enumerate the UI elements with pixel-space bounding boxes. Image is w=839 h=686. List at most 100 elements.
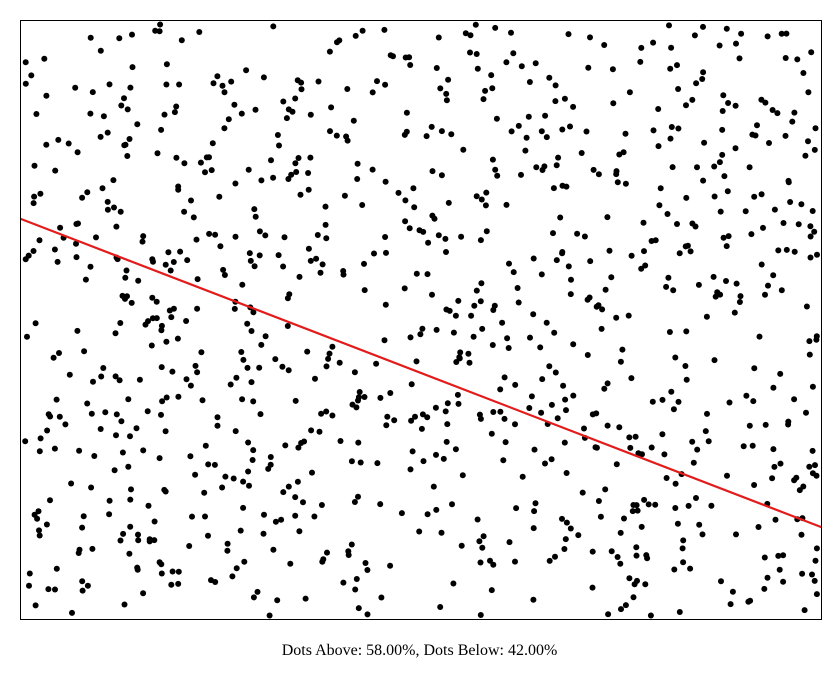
dot	[562, 536, 569, 543]
dot	[814, 251, 820, 258]
dot	[119, 449, 126, 456]
dot	[617, 529, 624, 536]
dot	[467, 32, 474, 39]
dot	[720, 92, 727, 99]
dot	[542, 460, 548, 467]
dot	[280, 489, 287, 496]
dot	[53, 565, 60, 572]
dot	[353, 576, 360, 582]
dot	[118, 418, 125, 425]
dot	[237, 527, 244, 534]
dot	[168, 581, 175, 588]
dot	[674, 520, 681, 527]
dot	[633, 502, 640, 509]
dot	[802, 152, 809, 159]
dot	[627, 444, 634, 451]
dot	[224, 547, 231, 554]
dot-plot-canvas[interactable]	[21, 21, 821, 619]
dot	[401, 131, 408, 138]
dot	[106, 497, 113, 504]
dot	[166, 307, 173, 314]
dot	[241, 558, 248, 565]
dot	[690, 459, 697, 466]
dot	[794, 56, 801, 63]
dot	[587, 258, 594, 265]
dot	[285, 176, 292, 182]
dot	[407, 466, 414, 473]
dot	[769, 107, 776, 113]
dot	[683, 328, 690, 335]
dot	[598, 325, 605, 332]
dot	[249, 457, 256, 463]
dot	[575, 532, 582, 539]
dot	[433, 506, 440, 513]
dot	[538, 271, 545, 278]
dot	[282, 442, 289, 449]
dot	[22, 80, 29, 87]
dot	[778, 30, 785, 37]
dot	[643, 552, 650, 559]
dot	[808, 49, 815, 56]
dot	[140, 447, 147, 454]
dot	[531, 446, 538, 453]
dot	[674, 62, 680, 69]
dot	[477, 298, 484, 305]
divider-line[interactable]	[21, 217, 821, 529]
dot	[134, 121, 141, 128]
dot	[127, 496, 134, 503]
dot	[609, 66, 616, 73]
dot	[590, 166, 597, 173]
dot	[468, 312, 475, 319]
dot	[252, 213, 259, 220]
dot	[292, 397, 299, 404]
dot	[261, 511, 267, 518]
result-text: Dots Above: 58.00%, Dots Below: 42.00%	[0, 641, 839, 661]
dot	[672, 480, 679, 487]
dot	[112, 373, 119, 380]
dot	[87, 110, 94, 117]
dot	[719, 108, 726, 114]
dot	[647, 612, 654, 619]
dot	[319, 261, 326, 268]
dot	[129, 64, 136, 71]
dot	[514, 285, 521, 291]
dot	[104, 198, 111, 205]
dot	[280, 98, 287, 105]
dot	[621, 515, 627, 522]
dot	[510, 269, 517, 276]
dot	[775, 247, 782, 254]
dot	[214, 422, 221, 429]
dot	[562, 396, 569, 403]
dot	[711, 193, 718, 200]
dot	[186, 543, 193, 549]
dot	[626, 434, 633, 441]
dot	[161, 486, 168, 493]
dot	[515, 122, 522, 129]
dot	[354, 176, 361, 182]
dot	[506, 260, 512, 267]
dot	[276, 142, 282, 149]
dot	[443, 306, 450, 313]
dot	[45, 586, 52, 593]
dot	[369, 166, 376, 173]
dot	[35, 508, 42, 515]
dot	[807, 223, 814, 230]
dot	[619, 346, 626, 353]
dot	[153, 298, 160, 305]
dot	[480, 96, 487, 103]
dots-above-label: Dots Above:	[281, 642, 367, 659]
dot	[720, 234, 727, 241]
dot	[429, 168, 436, 175]
dot	[551, 329, 558, 336]
dot	[604, 422, 611, 429]
dot	[813, 336, 820, 343]
dot	[642, 581, 649, 588]
dot	[75, 550, 82, 556]
dot	[387, 52, 394, 59]
dot-board[interactable]	[20, 20, 822, 620]
dot	[128, 299, 135, 306]
dot	[329, 343, 336, 350]
dot	[479, 325, 486, 332]
dot	[84, 582, 91, 589]
dot	[187, 453, 194, 460]
